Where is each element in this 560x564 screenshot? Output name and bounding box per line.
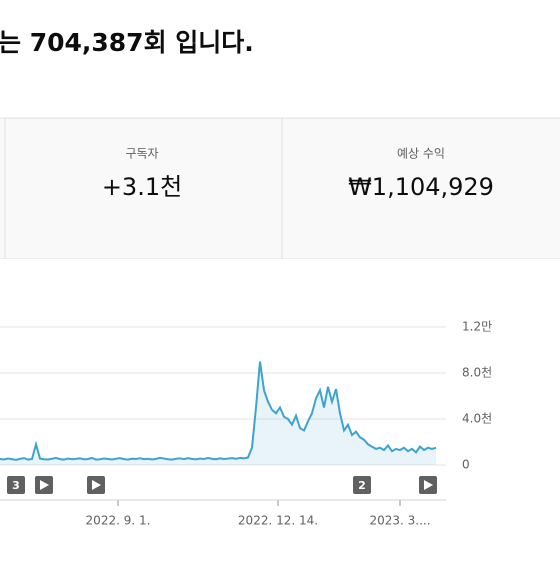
event-marker[interactable] <box>87 476 105 494</box>
card-value: +3.1천 <box>102 173 182 201</box>
x-tick-label: 2022. 12. 14. <box>238 514 318 528</box>
event-marker[interactable] <box>35 476 53 494</box>
event-marker[interactable] <box>419 476 437 494</box>
y-tick-label: 0 <box>462 458 470 472</box>
y-tick-label: 1.2만 <box>462 320 492 334</box>
event-marker[interactable]: 3 <box>7 476 25 494</box>
x-tick-label: 2022. 9. 1. <box>86 514 151 528</box>
card-label: 예상 수익 <box>397 147 445 161</box>
card-row <box>0 117 560 260</box>
marker-box <box>7 476 25 494</box>
chart: 0 4.0천 8.0천 1.2만 2022. 9. 1. 2022. 12. 14. 202… <box>0 320 492 528</box>
headline: 는 704,387회 입니다. <box>0 28 254 57</box>
card[interactable]: 예상 수익 ₩1,104,929 <box>348 147 494 202</box>
y-tick-label: 8.0천 <box>462 365 492 380</box>
play-icon <box>40 480 49 490</box>
marker-label: 2 <box>358 479 366 492</box>
marker-label: 3 <box>12 479 20 492</box>
play-icon <box>424 480 433 490</box>
y-tick-label: 4.0천 <box>462 411 492 426</box>
card[interactable]: 구독자 +3.1천 <box>102 147 182 202</box>
marker-box <box>353 476 371 494</box>
play-icon <box>92 480 101 490</box>
x-tick-label: 2023. 3.... <box>369 514 430 528</box>
card-value: ₩1,104,929 <box>348 173 494 201</box>
event-marker[interactable]: 2 <box>353 476 371 494</box>
line <box>0 361 437 461</box>
card-label: 구독자 <box>125 147 158 161</box>
area-fill <box>0 361 436 465</box>
